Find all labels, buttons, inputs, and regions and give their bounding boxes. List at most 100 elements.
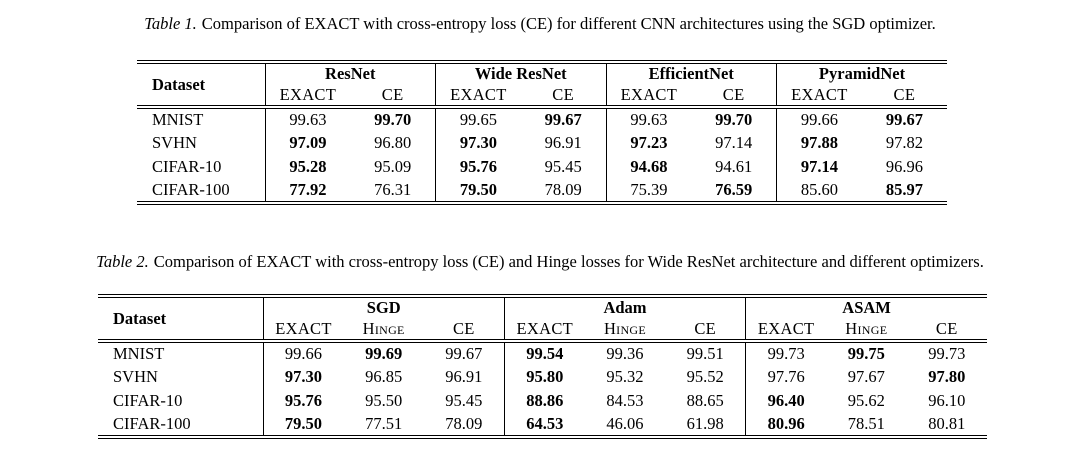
table2-group-adam: Adam bbox=[503, 296, 746, 318]
value-cell: 95.50 bbox=[365, 391, 403, 410]
table1-group-efficientnet: EfficientNet bbox=[605, 62, 777, 84]
value-cell: 97.23 bbox=[605, 131, 692, 155]
value-cell: 99.63 bbox=[605, 107, 692, 131]
table1-subheader-row: EXACT CE EXACT CE EXACT CE EXACT CE bbox=[137, 84, 947, 109]
table-row: MNIST 99.63 99.70 99.65 99.67 99.63 99.7… bbox=[137, 107, 947, 131]
dataset-cell: CIFAR-10 bbox=[113, 391, 183, 410]
value-cell: 99.66 bbox=[262, 341, 344, 365]
value-cell: 94.61 bbox=[715, 157, 753, 176]
column-header-ce: CE bbox=[691, 84, 777, 109]
table2-group-asam: ASAM bbox=[745, 296, 987, 318]
value-cell: 97.30 bbox=[262, 365, 344, 389]
column-header-exact: EXACT bbox=[745, 318, 827, 343]
value-cell: 79.50 bbox=[434, 179, 521, 203]
value-cell: 99.66 bbox=[775, 107, 862, 131]
value-cell: 99.73 bbox=[928, 344, 966, 363]
value-cell: 99.65 bbox=[434, 107, 521, 131]
table1-caption-label: Table 1. bbox=[144, 14, 197, 33]
value-cell: 78.09 bbox=[445, 414, 483, 433]
value-cell: 97.80 bbox=[928, 367, 966, 386]
dataset-cell: MNIST bbox=[113, 344, 165, 363]
dataset-cell: SVHN bbox=[152, 133, 197, 152]
value-cell: 88.86 bbox=[503, 389, 585, 413]
value-cell: 97.09 bbox=[264, 131, 351, 155]
value-cell: 95.09 bbox=[374, 157, 412, 176]
table1-caption: Table 1. Comparison of EXACT with cross-e… bbox=[0, 13, 1080, 34]
value-cell: 99.54 bbox=[503, 341, 585, 365]
value-cell: 97.30 bbox=[434, 131, 521, 155]
dataset-cell: CIFAR-100 bbox=[113, 414, 191, 433]
column-header-ce: CE bbox=[423, 318, 505, 343]
column-header-ce: CE bbox=[520, 84, 606, 109]
value-cell: 85.60 bbox=[775, 179, 862, 203]
column-header-exact: EXACT bbox=[775, 84, 862, 109]
value-cell: 96.91 bbox=[544, 133, 582, 152]
value-cell: 97.76 bbox=[745, 365, 827, 389]
table-row: SVHN 97.30 96.85 96.91 95.80 95.32 95.52… bbox=[98, 365, 987, 389]
dataset-cell: CIFAR-100 bbox=[152, 180, 230, 199]
value-cell: 95.45 bbox=[544, 157, 582, 176]
table2-caption-text: Comparison of EXACT with cross-entropy l… bbox=[153, 252, 984, 271]
dataset-cell: MNIST bbox=[152, 110, 204, 129]
value-cell: 99.36 bbox=[606, 344, 644, 363]
value-cell: 96.96 bbox=[885, 157, 923, 176]
dataset-cell: SVHN bbox=[113, 367, 158, 386]
table2-group-row: Dataset SGD Adam ASAM bbox=[98, 296, 987, 343]
table2-header: Dataset SGD Adam ASAM EXACT Hinge CE EXA… bbox=[98, 296, 987, 343]
value-cell: 80.96 bbox=[745, 413, 827, 437]
value-cell: 99.67 bbox=[544, 110, 582, 129]
column-header-ce: CE bbox=[906, 318, 987, 343]
table2-dataset-header: Dataset bbox=[98, 296, 263, 343]
value-cell: 97.14 bbox=[715, 133, 753, 152]
value-cell: 94.68 bbox=[605, 155, 692, 179]
column-header-exact: EXACT bbox=[503, 318, 585, 343]
value-cell: 85.97 bbox=[885, 180, 923, 199]
table2-caption: Table 2. Comparison of EXACT with cross-e… bbox=[0, 251, 1080, 272]
column-header-hinge: Hinge bbox=[343, 318, 424, 343]
value-cell: 75.39 bbox=[605, 179, 692, 203]
table-row: CIFAR-10 95.28 95.09 95.76 95.45 94.68 9… bbox=[137, 155, 947, 179]
value-cell: 64.53 bbox=[503, 413, 585, 437]
column-header-hinge: Hinge bbox=[584, 318, 666, 343]
value-cell: 61.98 bbox=[686, 414, 724, 433]
value-cell: 95.76 bbox=[262, 389, 344, 413]
column-header-ce: CE bbox=[861, 84, 947, 109]
column-header-ce: CE bbox=[350, 84, 436, 109]
value-cell: 95.52 bbox=[686, 367, 724, 386]
table1-body: MNIST 99.63 99.70 99.65 99.67 99.63 99.7… bbox=[137, 107, 947, 203]
value-cell: 95.76 bbox=[434, 155, 521, 179]
value-cell: 97.82 bbox=[885, 133, 923, 152]
value-cell: 96.80 bbox=[374, 133, 412, 152]
value-cell: 99.73 bbox=[745, 341, 827, 365]
table2-subheader-row: EXACT Hinge CE EXACT Hinge CE EXACT Hing… bbox=[98, 318, 987, 343]
table2-optimizers: Dataset SGD Adam ASAM EXACT Hinge CE EXA… bbox=[98, 294, 987, 439]
table1-architectures: Dataset ResNet Wide ResNet EfficientNet … bbox=[137, 60, 947, 205]
column-header-exact: EXACT bbox=[605, 84, 692, 109]
column-header-exact: EXACT bbox=[262, 318, 344, 343]
table1-caption-text: Comparison of EXACT with cross-entropy l… bbox=[201, 14, 936, 33]
table1-header: Dataset ResNet Wide ResNet EfficientNet … bbox=[137, 62, 947, 109]
value-cell: 46.06 bbox=[606, 414, 644, 433]
table-row: CIFAR-100 77.92 76.31 79.50 78.09 75.39 … bbox=[137, 179, 947, 203]
table-row: MNIST 99.66 99.69 99.67 99.54 99.36 99.5… bbox=[98, 341, 987, 365]
value-cell: 96.10 bbox=[928, 391, 966, 410]
column-header-ce: CE bbox=[665, 318, 746, 343]
table1-group-wide-resnet: Wide ResNet bbox=[435, 62, 606, 84]
value-cell: 77.92 bbox=[264, 179, 351, 203]
value-cell: 99.63 bbox=[264, 107, 351, 131]
dataset-cell: CIFAR-10 bbox=[152, 157, 222, 176]
value-cell: 79.50 bbox=[262, 413, 344, 437]
column-header-hinge: Hinge bbox=[826, 318, 907, 343]
value-cell: 88.65 bbox=[686, 391, 724, 410]
value-cell: 95.32 bbox=[606, 367, 644, 386]
value-cell: 99.70 bbox=[715, 110, 753, 129]
value-cell: 97.88 bbox=[775, 131, 862, 155]
column-header-exact: EXACT bbox=[434, 84, 521, 109]
table-row: SVHN 97.09 96.80 97.30 96.91 97.23 97.14… bbox=[137, 131, 947, 155]
value-cell: 97.67 bbox=[847, 367, 885, 386]
value-cell: 77.51 bbox=[365, 414, 403, 433]
value-cell: 99.67 bbox=[445, 344, 483, 363]
table-row: CIFAR-10 95.76 95.50 95.45 88.86 84.53 8… bbox=[98, 389, 987, 413]
value-cell: 76.59 bbox=[715, 180, 753, 199]
value-cell: 95.80 bbox=[503, 365, 585, 389]
